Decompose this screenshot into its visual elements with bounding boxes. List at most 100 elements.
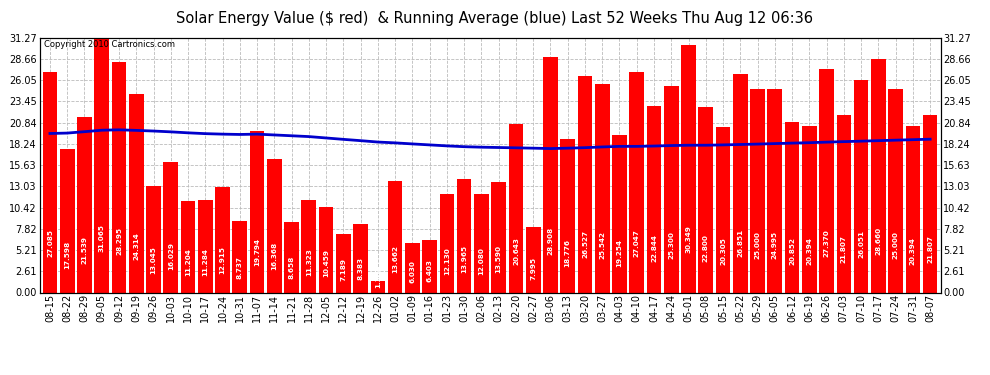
Text: 19.794: 19.794 (254, 238, 260, 266)
Bar (802, 126, 817, 292)
Bar (664, 86, 678, 292)
Bar (215, 187, 230, 292)
Bar (336, 234, 350, 292)
Bar (440, 194, 454, 292)
Bar (77, 117, 92, 292)
Bar (820, 69, 834, 292)
Bar (59, 149, 74, 292)
Bar (716, 127, 731, 292)
Text: 30.349: 30.349 (685, 225, 692, 253)
Text: 6.030: 6.030 (410, 260, 416, 283)
Bar (577, 76, 592, 292)
Text: 21.807: 21.807 (928, 236, 934, 263)
Text: 25.000: 25.000 (754, 232, 760, 260)
Text: 12.080: 12.080 (478, 248, 484, 275)
Text: 25.000: 25.000 (893, 232, 899, 260)
Text: 22.800: 22.800 (703, 234, 709, 262)
Bar (423, 240, 437, 292)
Text: 8.658: 8.658 (288, 256, 295, 279)
Text: 8.737: 8.737 (237, 256, 243, 279)
Bar (474, 194, 489, 292)
Text: Copyright 2010 Cartronics.com: Copyright 2010 Cartronics.com (45, 40, 175, 49)
Text: 7.189: 7.189 (341, 258, 346, 281)
Text: 20.394: 20.394 (910, 237, 916, 265)
Text: 19.254: 19.254 (617, 238, 623, 267)
Text: 31.065: 31.065 (99, 224, 105, 252)
Text: 24.995: 24.995 (772, 231, 778, 260)
Text: 16.029: 16.029 (167, 243, 174, 270)
Text: Solar Energy Value ($ red)  & Running Average (blue) Last 52 Weeks Thu Aug 12 06: Solar Energy Value ($ red) & Running Ave… (176, 11, 814, 26)
Text: 11.204: 11.204 (185, 249, 191, 276)
Bar (353, 224, 368, 292)
Bar (837, 115, 851, 292)
Text: 22.844: 22.844 (651, 234, 657, 262)
Text: 11.284: 11.284 (202, 248, 208, 276)
Bar (163, 162, 178, 292)
Bar (681, 45, 696, 292)
Text: 13.590: 13.590 (496, 245, 502, 273)
Text: 12.915: 12.915 (220, 246, 226, 274)
Bar (906, 126, 921, 292)
Text: 26.527: 26.527 (582, 230, 588, 258)
Bar (388, 181, 403, 292)
Text: 26.851: 26.851 (738, 229, 743, 257)
Bar (302, 200, 316, 292)
Text: 11.323: 11.323 (306, 249, 312, 276)
Text: 13.662: 13.662 (392, 245, 398, 273)
Bar (405, 243, 420, 292)
Bar (249, 131, 264, 292)
Bar (43, 72, 57, 292)
Text: 21.539: 21.539 (81, 236, 87, 264)
Bar (129, 94, 144, 292)
Text: 17.598: 17.598 (64, 240, 70, 268)
Bar (267, 159, 281, 292)
Text: 12.130: 12.130 (444, 248, 449, 275)
Text: 28.660: 28.660 (875, 227, 881, 255)
Text: 24.314: 24.314 (134, 232, 140, 260)
Bar (560, 140, 575, 292)
Bar (871, 59, 886, 292)
Text: 27.370: 27.370 (824, 229, 830, 256)
Text: 6.403: 6.403 (427, 260, 433, 282)
Bar (147, 186, 160, 292)
Bar (370, 281, 385, 292)
Text: 8.383: 8.383 (357, 257, 363, 280)
Bar (646, 106, 661, 292)
Text: 20.394: 20.394 (806, 237, 813, 265)
Bar (544, 57, 557, 292)
Text: 10.459: 10.459 (323, 249, 329, 277)
Text: 16.368: 16.368 (271, 242, 277, 270)
Text: 25.542: 25.542 (599, 231, 605, 259)
Bar (94, 39, 109, 292)
Text: 27.047: 27.047 (634, 229, 640, 257)
Text: 27.085: 27.085 (47, 229, 52, 257)
Text: 7.995: 7.995 (531, 257, 537, 280)
Bar (853, 80, 868, 292)
Text: 13.045: 13.045 (150, 246, 156, 274)
Bar (181, 201, 195, 292)
Bar (699, 106, 713, 292)
Text: 21.807: 21.807 (841, 236, 846, 263)
Bar (319, 207, 334, 292)
Bar (284, 222, 299, 292)
Text: 20.643: 20.643 (513, 237, 519, 265)
Bar (112, 62, 127, 292)
Bar (923, 115, 938, 292)
Bar (750, 88, 765, 292)
Bar (198, 201, 213, 292)
Text: 1.364: 1.364 (375, 266, 381, 288)
Text: 26.051: 26.051 (858, 230, 864, 258)
Text: 13.965: 13.965 (461, 245, 467, 273)
Bar (785, 123, 799, 292)
Bar (733, 74, 747, 292)
Bar (888, 88, 903, 292)
Text: 25.300: 25.300 (668, 231, 674, 259)
Bar (456, 178, 471, 292)
Bar (767, 88, 782, 292)
Text: 28.295: 28.295 (116, 227, 122, 255)
Bar (612, 135, 627, 292)
Bar (595, 84, 610, 292)
Bar (630, 72, 644, 292)
Text: 20.305: 20.305 (720, 237, 726, 265)
Bar (491, 182, 506, 292)
